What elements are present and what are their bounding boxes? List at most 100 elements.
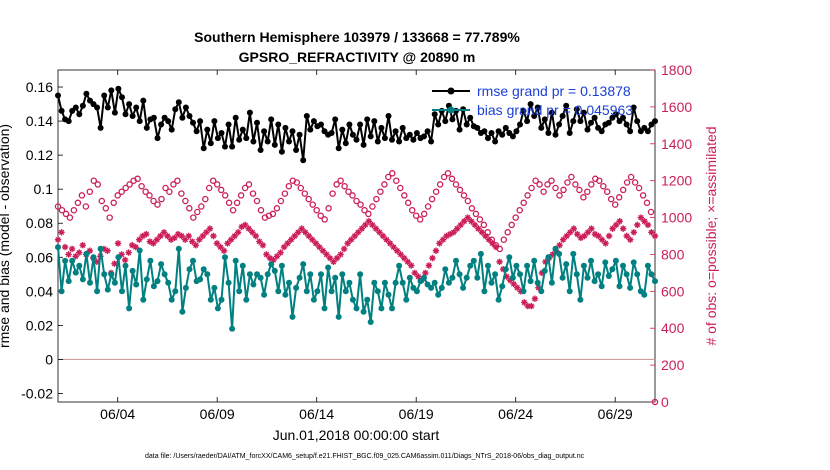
rmse-point [623, 121, 630, 128]
bias-point [346, 279, 353, 286]
rmse-point [467, 114, 474, 121]
obs-assimilated-point [637, 214, 645, 221]
obs-assimilated-point [358, 225, 365, 232]
y-left-tick-label: 0.04 [26, 283, 53, 299]
rmse-point [605, 119, 612, 126]
obs-possible-point [361, 206, 368, 214]
obs-assimilated-point [627, 236, 634, 243]
rmse-point [58, 107, 65, 114]
bias-point [517, 271, 523, 278]
obs-possible-point [221, 192, 229, 199]
y-right-tick-label: 1600 [661, 99, 692, 115]
obs-possible-point [600, 182, 607, 190]
rmse-point [108, 87, 115, 94]
bias-point [328, 288, 335, 295]
bias-point [396, 262, 403, 269]
obs-possible-point [142, 188, 149, 195]
obs-assimilated-point [220, 247, 228, 254]
bias-point [222, 254, 228, 261]
obs-possible-point [174, 177, 181, 184]
obs-assimilated-point [489, 240, 496, 247]
obs-possible-point [560, 186, 567, 194]
rmse-point [598, 128, 605, 135]
obs-assimilated-point [189, 238, 196, 245]
obs-possible-point [110, 199, 117, 207]
obs-assimilated-point [337, 251, 344, 258]
rmse-point [534, 104, 541, 111]
obs-assimilated-point [263, 251, 270, 258]
bias-point [435, 291, 442, 298]
y-axis-left-label: rmse and bias (model - observation) [0, 124, 12, 348]
rmse-point [652, 118, 658, 125]
bias-point [403, 296, 410, 303]
obs-possible-point [62, 210, 70, 218]
bias-point [630, 259, 637, 266]
obs-assimilated-point [542, 258, 549, 266]
obs-assimilated-point [266, 254, 274, 262]
bias-point [620, 262, 626, 269]
obs-assimilated-point [478, 229, 486, 236]
obs-possible-point [520, 199, 527, 207]
obs-possible-point [381, 181, 388, 188]
obs-assimilated-point [595, 232, 602, 240]
obs-possible-point [456, 186, 464, 194]
rmse-point [264, 138, 271, 145]
bias-point [321, 305, 328, 312]
obs-possible-point [257, 206, 265, 214]
rmse-point [538, 124, 545, 131]
obs-assimilated-point [415, 273, 422, 280]
rmse-point [172, 106, 179, 113]
y-left-tick-label: 0.1 [34, 181, 54, 197]
obs-assimilated-point [150, 240, 157, 247]
chart-title-line2: GPSRO_REFRACTIVITY @ 20890 m [239, 49, 476, 65]
obs-possible-point [118, 188, 125, 195]
obs-possible-point [150, 197, 157, 205]
obs-assimilated-point [291, 232, 298, 240]
obs-assimilated-point [192, 242, 199, 249]
bias-point [69, 257, 76, 264]
bias-point [349, 296, 356, 303]
bias-point [126, 305, 133, 312]
bias-point [385, 291, 392, 298]
y-left-tick-label: 0.12 [26, 147, 53, 163]
rmse-point [339, 126, 346, 133]
bias-point [264, 271, 271, 278]
obs-assimilated-point [242, 221, 249, 229]
obs-possible-point [504, 229, 511, 236]
rmse-point [431, 111, 438, 118]
bias-point [548, 279, 555, 286]
obs-assimilated-point [224, 240, 231, 247]
bias-point [552, 245, 559, 252]
rmse-point [520, 107, 527, 114]
bias-point [133, 281, 140, 288]
y-axis-right-label: # of obs: o=possible; ×=assimilated [703, 126, 719, 345]
obs-possible-point [464, 197, 472, 205]
bias-point [318, 271, 324, 278]
rmse-point [399, 124, 406, 131]
obs-assimilated-point [143, 230, 150, 238]
obs-assimilated-point [503, 273, 510, 280]
obs-assimilated-point [136, 236, 143, 243]
rmse-point [229, 143, 236, 150]
obs-assimilated-point [344, 240, 351, 247]
bias-point [641, 291, 648, 298]
bias-point [495, 296, 502, 303]
obs-possible-point [106, 214, 113, 221]
y-left-tick-label: -0.02 [21, 385, 53, 401]
bias-point [524, 262, 531, 269]
rmse-point [563, 102, 570, 109]
rmse-point [296, 131, 303, 138]
bias-point [652, 278, 658, 285]
obs-assimilated-point [443, 232, 450, 240]
obs-possible-point [428, 195, 436, 203]
obs-assimilated-point [623, 232, 630, 240]
obs-possible-point [233, 199, 241, 207]
obs-assimilated-point [259, 242, 267, 249]
y-right-tick-label: 0 [661, 394, 669, 410]
obs-possible-point [337, 177, 344, 184]
bias-point [381, 279, 388, 286]
obs-assimilated-point [213, 240, 221, 247]
bias-point [246, 271, 253, 278]
obs-assimilated-point [234, 229, 242, 236]
bias-point [460, 284, 467, 291]
